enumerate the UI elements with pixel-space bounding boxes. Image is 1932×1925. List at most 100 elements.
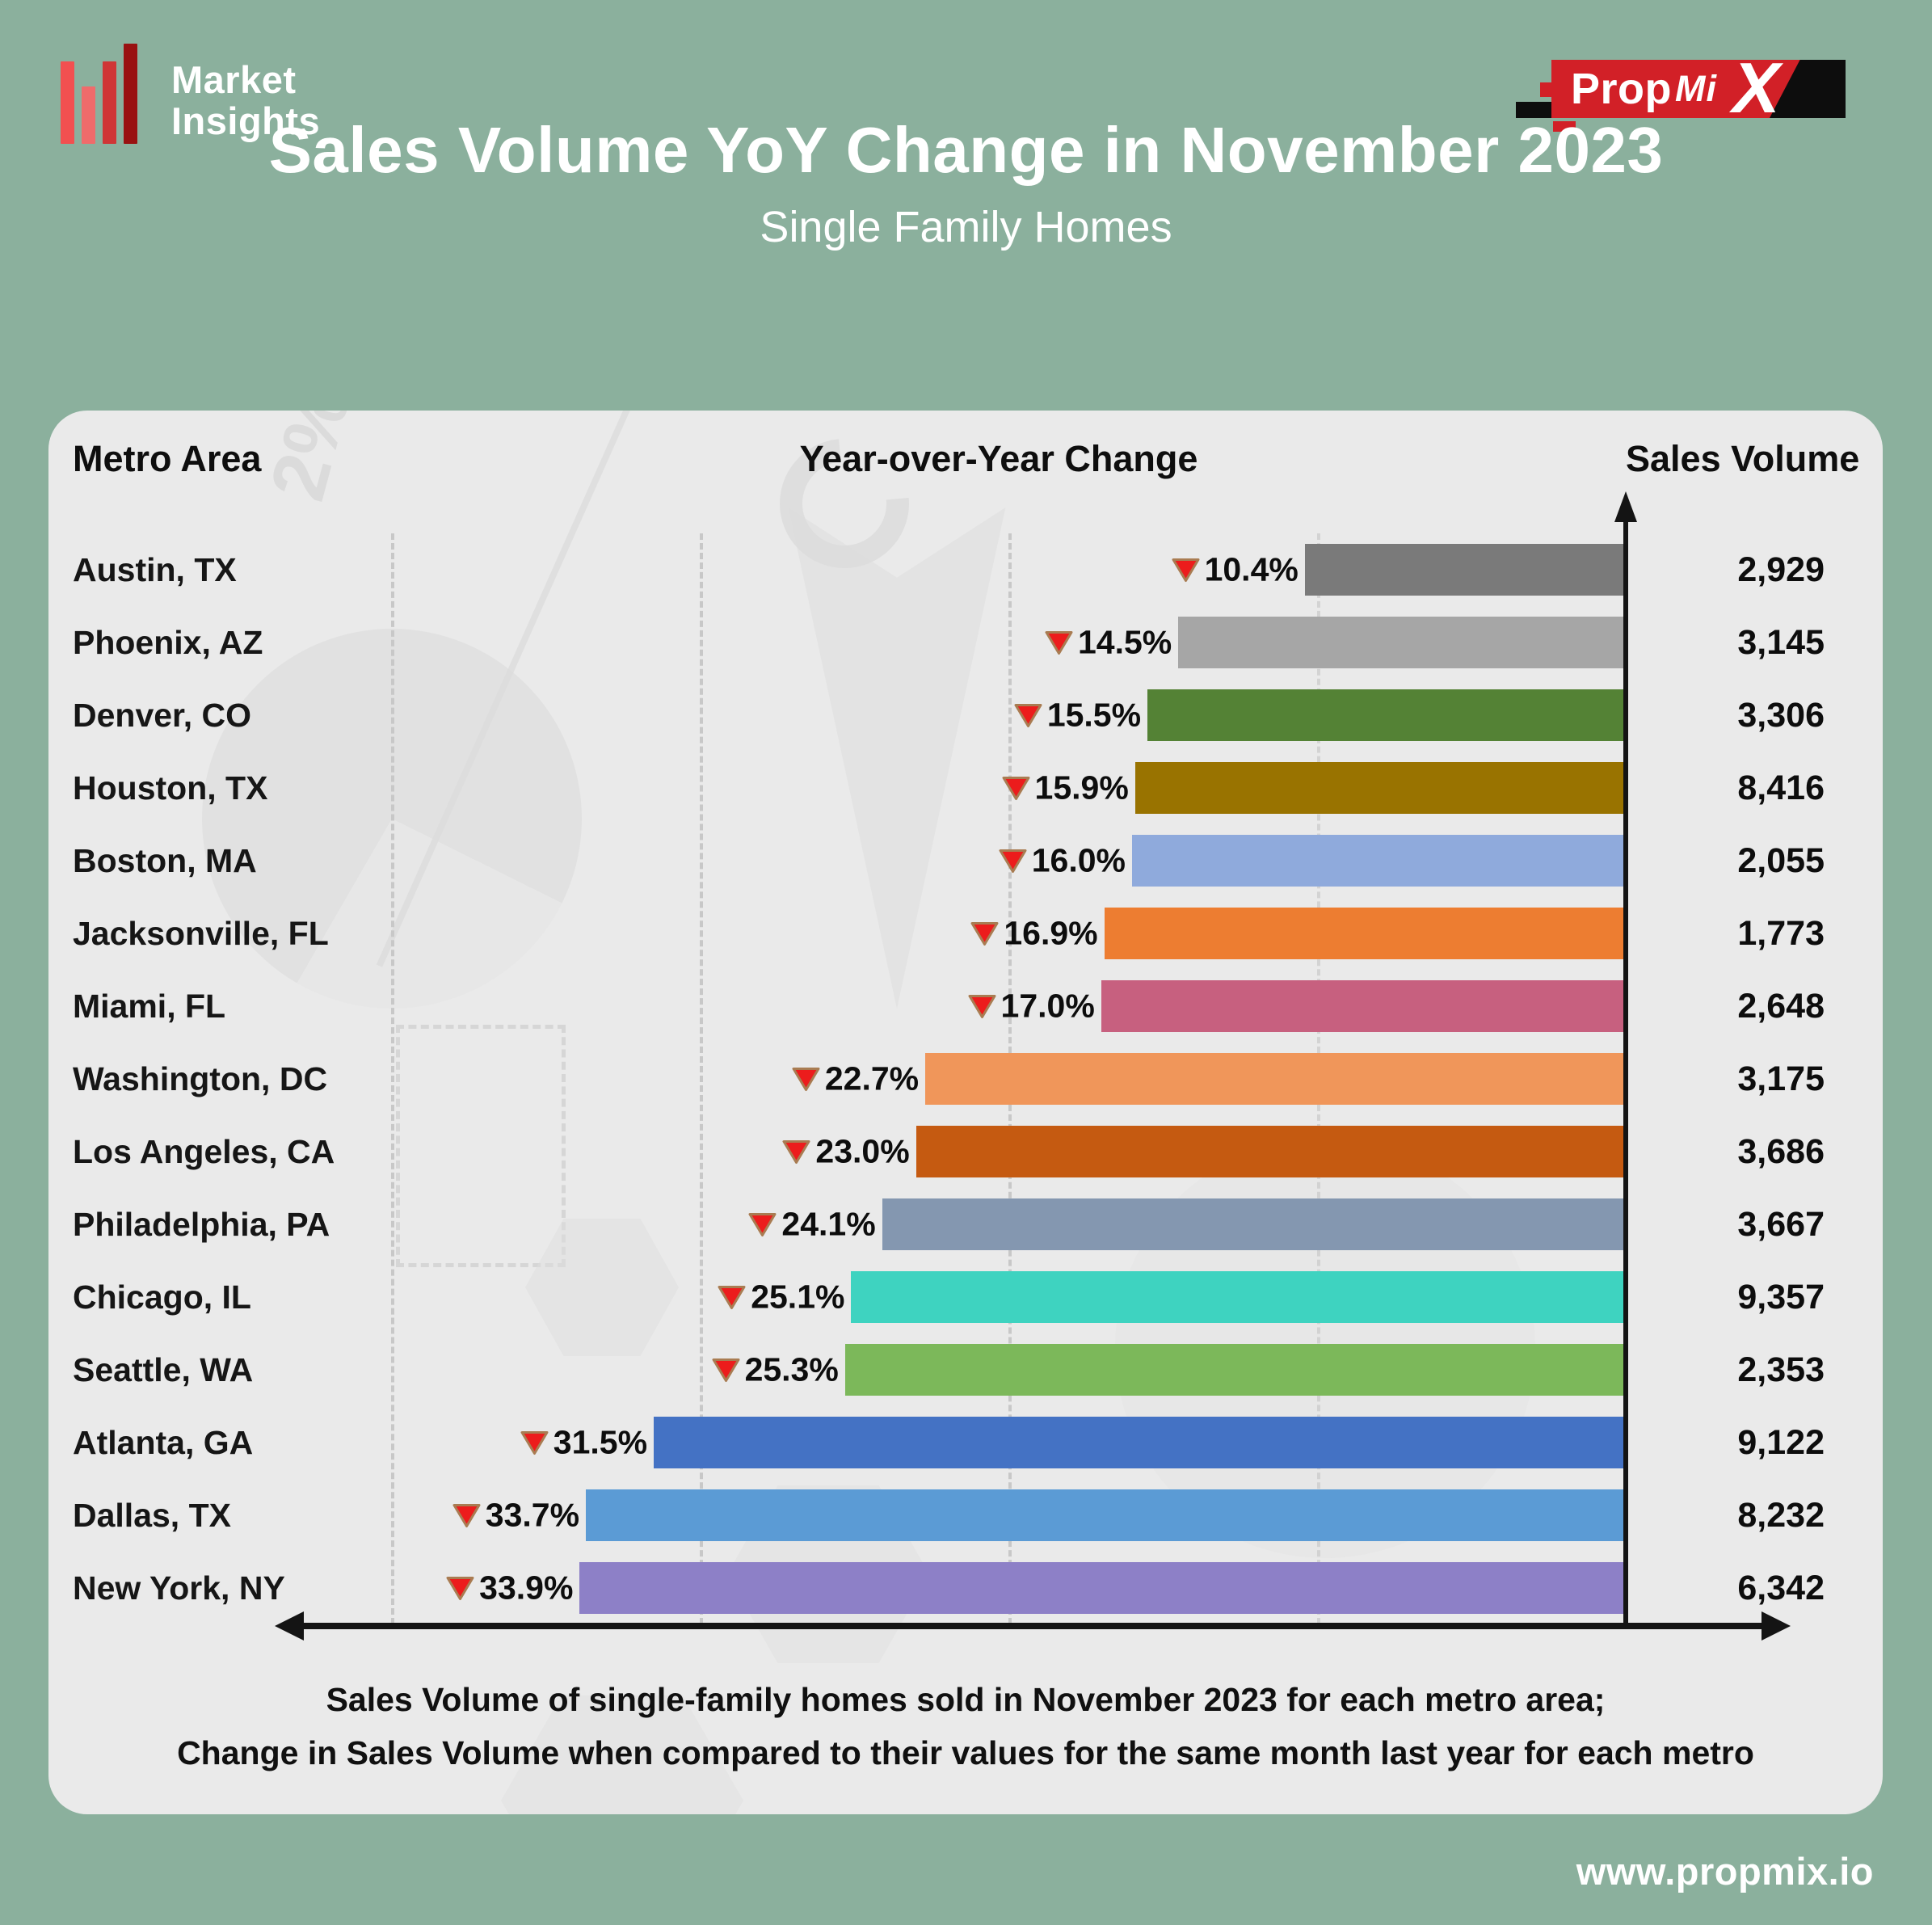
bar <box>1104 908 1626 959</box>
chart-row: Phoenix, AZ 14.5% 3,145 <box>73 606 1858 679</box>
volume-value: 2,929 <box>1737 550 1825 589</box>
metro-label: Boston, MA <box>73 841 257 879</box>
decrease-triangle-icon <box>1002 777 1030 800</box>
decrease-triangle-icon <box>782 1140 810 1164</box>
metro-label: Denver, CO <box>73 696 252 734</box>
volume-value: 3,686 <box>1737 1131 1825 1171</box>
bar-label: 22.7% <box>791 1060 919 1098</box>
chart-row: Austin, TX 10.4% 2,929 <box>73 533 1858 606</box>
bar <box>1101 980 1626 1032</box>
bar <box>925 1053 1626 1105</box>
bar-label: 16.0% <box>998 842 1126 880</box>
bar-cell: 33.7% <box>372 1479 1626 1552</box>
decrease-triangle-icon <box>1045 631 1073 655</box>
bar-chart-icon <box>61 42 137 144</box>
market-insights-logo: Market Insights <box>61 42 320 144</box>
decrease-triangle-icon <box>999 849 1027 873</box>
chart-row: Philadelphia, PA 24.1% 3,667 <box>73 1188 1858 1261</box>
footnote-line2: Change in Sales Volume when compared to … <box>177 1734 1754 1771</box>
bar <box>882 1198 1626 1250</box>
chart-row: Denver, CO 15.5% 3,306 <box>73 679 1858 752</box>
yoy-change-value: 31.5% <box>553 1423 648 1461</box>
bar-cell: 17.0% <box>372 970 1626 1043</box>
bar-label: 25.1% <box>717 1278 844 1316</box>
bar-label: 31.5% <box>520 1424 647 1462</box>
bar-label: 33.7% <box>452 1497 579 1535</box>
chart-row: Atlanta, GA 31.5% 9,122 <box>73 1406 1858 1479</box>
chart-row: Dallas, TX 33.7% 8,232 <box>73 1479 1858 1552</box>
bar <box>1134 762 1626 814</box>
volume-value: 3,145 <box>1737 622 1825 662</box>
volume-value: 8,416 <box>1737 768 1825 807</box>
propmix-logo: Prop Mi X <box>1513 48 1860 134</box>
metro-label: Washington, DC <box>73 1059 328 1097</box>
yoy-change-value: 17.0% <box>1000 987 1095 1025</box>
col-header-yoy: Year-over-Year Change <box>799 438 1198 479</box>
axis-arrow-right-icon <box>1762 1611 1791 1641</box>
chart-row: Seattle, WA 25.3% 2,353 <box>73 1333 1858 1406</box>
yoy-change-value: 33.7% <box>485 1496 580 1534</box>
decrease-triangle-icon <box>446 1577 474 1600</box>
chart-row: Miami, FL 17.0% 2,648 <box>73 970 1858 1043</box>
chart-row: Boston, MA 16.0% 2,055 <box>73 824 1858 897</box>
yoy-change-value: 24.1% <box>781 1205 876 1243</box>
decrease-triangle-icon <box>1172 558 1200 582</box>
watermark-dashed-box <box>396 1025 566 1267</box>
volume-value: 8,232 <box>1737 1495 1825 1535</box>
footnote-line1: Sales Volume of single-family homes sold… <box>326 1681 1606 1718</box>
propmix-deco-square <box>1540 82 1555 97</box>
watermark-hexagon-icon <box>525 1219 679 1356</box>
page-subtitle: Single Family Homes <box>760 203 1172 251</box>
chart-rows: Austin, TX 10.4% 2,929 Phoenix, AZ 14.5%… <box>73 491 1858 1624</box>
chart-row: Los Angeles, CA 23.0% 3,686 <box>73 1115 1858 1188</box>
axis-arrow-up-icon <box>1614 491 1637 522</box>
yoy-change-value: 14.5% <box>1078 623 1172 661</box>
yoy-change-value: 15.5% <box>1046 696 1142 734</box>
website-link: www.propmix.io <box>1576 1850 1874 1893</box>
propmix-x-text: X <box>1732 48 1780 128</box>
bar-label: 10.4% <box>1171 551 1299 589</box>
yoy-change-value: 15.9% <box>1034 769 1129 807</box>
yoy-change-axis <box>301 1623 1765 1629</box>
metro-label: Miami, FL <box>73 987 226 1025</box>
volume-value: 6,342 <box>1737 1568 1825 1607</box>
bar-label: 14.5% <box>1044 624 1172 662</box>
metro-label: Houston, TX <box>73 769 268 807</box>
gridline <box>391 533 395 1624</box>
chart-row: Washington, DC 22.7% 3,175 <box>73 1043 1858 1115</box>
metro-label: Seattle, WA <box>73 1350 254 1388</box>
chart-row: New York, NY 33.9% 6,342 <box>73 1552 1858 1624</box>
decrease-triangle-icon <box>1014 704 1042 727</box>
volume-value: 9,122 <box>1737 1422 1825 1462</box>
metro-label: Phoenix, AZ <box>73 623 263 661</box>
volume-value: 3,667 <box>1737 1204 1825 1244</box>
bar-cell: 25.1% <box>372 1261 1626 1333</box>
col-header-volume: Sales Volume <box>1626 438 1860 479</box>
volume-value: 3,175 <box>1737 1059 1825 1098</box>
bar-label: 33.9% <box>445 1569 573 1607</box>
volume-value: 2,353 <box>1737 1350 1825 1389</box>
metro-label: Austin, TX <box>73 550 237 588</box>
metro-label: New York, NY <box>73 1569 285 1607</box>
propmix-deco-square <box>1516 102 1553 118</box>
bar-cell: 22.7% <box>372 1043 1626 1115</box>
volume-value: 3,306 <box>1737 695 1825 735</box>
bar-label: 25.3% <box>711 1351 839 1389</box>
yoy-change-value: 16.0% <box>1031 841 1126 879</box>
bar-cell: 25.3% <box>372 1333 1626 1406</box>
bar-cell: 10.4% <box>372 533 1626 606</box>
yoy-change-value: 16.9% <box>1004 914 1098 952</box>
bar-cell: 23.0% <box>372 1115 1626 1188</box>
col-header-metro: Metro Area <box>73 438 262 479</box>
bar-cell: 16.9% <box>372 897 1626 970</box>
bar <box>1147 689 1626 741</box>
bar-label: 15.5% <box>1013 697 1141 735</box>
bar-label: 24.1% <box>747 1205 876 1244</box>
metro-label: Atlanta, GA <box>73 1423 254 1461</box>
page-title: Sales Volume YoY Change in November 2023 <box>268 114 1664 186</box>
bar-cell: 15.5% <box>372 679 1626 752</box>
decrease-triangle-icon <box>718 1286 746 1309</box>
decrease-triangle-icon <box>968 995 996 1018</box>
bar <box>579 1562 1626 1614</box>
